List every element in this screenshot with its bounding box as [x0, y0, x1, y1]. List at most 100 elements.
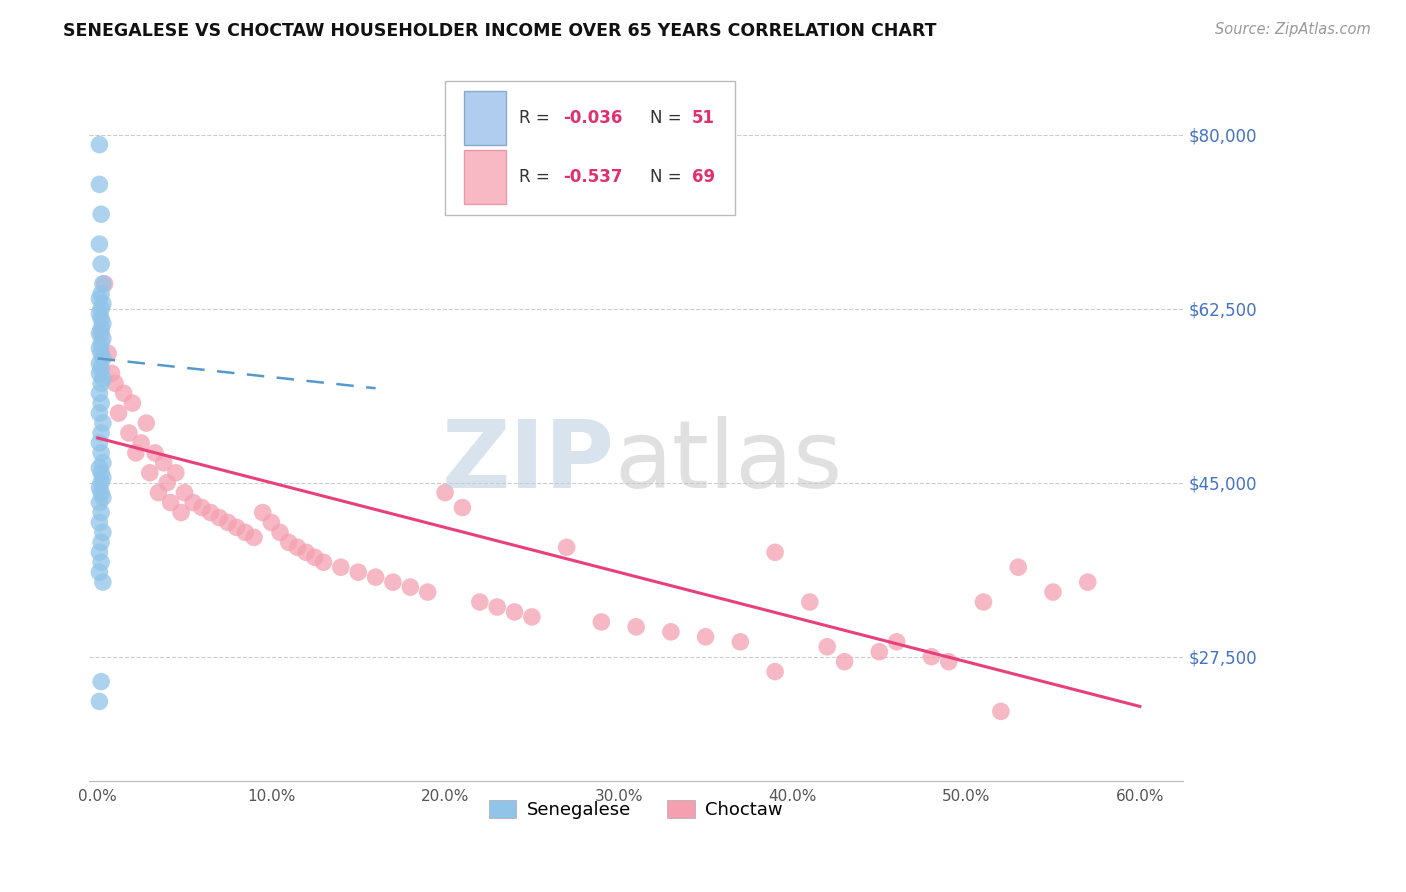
Point	[503, 605, 526, 619]
Point	[200, 506, 222, 520]
Point	[329, 560, 352, 574]
Point	[89, 237, 111, 252]
Point	[1077, 575, 1099, 590]
Point	[763, 545, 786, 559]
Point	[217, 516, 239, 530]
Point	[152, 456, 174, 470]
Point	[91, 491, 114, 505]
Point	[93, 277, 115, 291]
Point	[260, 516, 283, 530]
Point	[89, 694, 111, 708]
Point	[208, 510, 231, 524]
Point	[89, 481, 111, 495]
Point	[90, 207, 112, 221]
Point	[799, 595, 821, 609]
Point	[91, 575, 114, 590]
Point	[91, 371, 114, 385]
Point	[90, 425, 112, 440]
FancyBboxPatch shape	[444, 80, 734, 215]
Point	[90, 376, 112, 391]
Point	[89, 516, 111, 530]
Point	[89, 178, 111, 192]
Point	[89, 367, 111, 381]
Point	[90, 336, 112, 351]
FancyBboxPatch shape	[464, 150, 506, 204]
Point	[834, 655, 856, 669]
Point	[90, 346, 112, 360]
Point	[312, 555, 335, 569]
Point	[763, 665, 786, 679]
Point	[148, 485, 170, 500]
Point	[381, 575, 404, 590]
FancyBboxPatch shape	[464, 91, 506, 145]
Point	[624, 620, 647, 634]
Point	[170, 506, 193, 520]
Point	[143, 446, 166, 460]
Point	[468, 595, 491, 609]
Point	[815, 640, 838, 654]
Point	[695, 630, 717, 644]
Point	[89, 326, 111, 341]
Point	[90, 506, 112, 520]
Point	[295, 545, 318, 559]
Point	[135, 416, 157, 430]
Point	[90, 321, 112, 335]
Point	[125, 446, 148, 460]
Point	[91, 296, 114, 310]
Point	[89, 545, 111, 559]
Point	[277, 535, 299, 549]
Point	[225, 520, 247, 534]
Point	[91, 317, 114, 331]
Point	[90, 326, 112, 341]
Point	[159, 495, 181, 509]
Point	[89, 565, 111, 579]
Point	[90, 286, 112, 301]
Point	[90, 257, 112, 271]
Point	[90, 535, 112, 549]
Point	[90, 485, 112, 500]
Text: -0.537: -0.537	[562, 169, 623, 186]
Point	[90, 396, 112, 410]
Point	[90, 555, 112, 569]
Point	[91, 416, 114, 430]
Point	[107, 406, 129, 420]
Point	[347, 565, 370, 579]
Point	[91, 277, 114, 291]
Point	[112, 386, 135, 401]
Point	[938, 655, 960, 669]
Text: R =: R =	[519, 109, 555, 128]
Point	[121, 396, 143, 410]
Point	[156, 475, 179, 490]
Point	[90, 311, 112, 326]
Point	[191, 500, 214, 515]
Text: -0.036: -0.036	[562, 109, 623, 128]
Point	[91, 456, 114, 470]
Point	[233, 525, 256, 540]
Point	[89, 307, 111, 321]
Point	[659, 624, 682, 639]
Point	[1042, 585, 1064, 599]
Point	[89, 436, 111, 450]
Point	[520, 610, 543, 624]
Point	[90, 674, 112, 689]
Point	[165, 466, 187, 480]
Point	[90, 475, 112, 490]
Point	[89, 137, 111, 152]
Point	[364, 570, 387, 584]
Point	[399, 580, 422, 594]
Point	[973, 595, 995, 609]
Point	[89, 406, 111, 420]
Point	[89, 292, 111, 306]
Point	[89, 495, 111, 509]
Text: Source: ZipAtlas.com: Source: ZipAtlas.com	[1215, 22, 1371, 37]
Point	[90, 361, 112, 376]
Text: R =: R =	[519, 169, 555, 186]
Point	[104, 376, 127, 391]
Point	[100, 367, 122, 381]
Point	[91, 471, 114, 485]
Point	[173, 485, 195, 500]
Point	[434, 485, 457, 500]
Point	[118, 425, 141, 440]
Point	[129, 436, 152, 450]
Text: SENEGALESE VS CHOCTAW HOUSEHOLDER INCOME OVER 65 YEARS CORRELATION CHART: SENEGALESE VS CHOCTAW HOUSEHOLDER INCOME…	[63, 22, 936, 40]
